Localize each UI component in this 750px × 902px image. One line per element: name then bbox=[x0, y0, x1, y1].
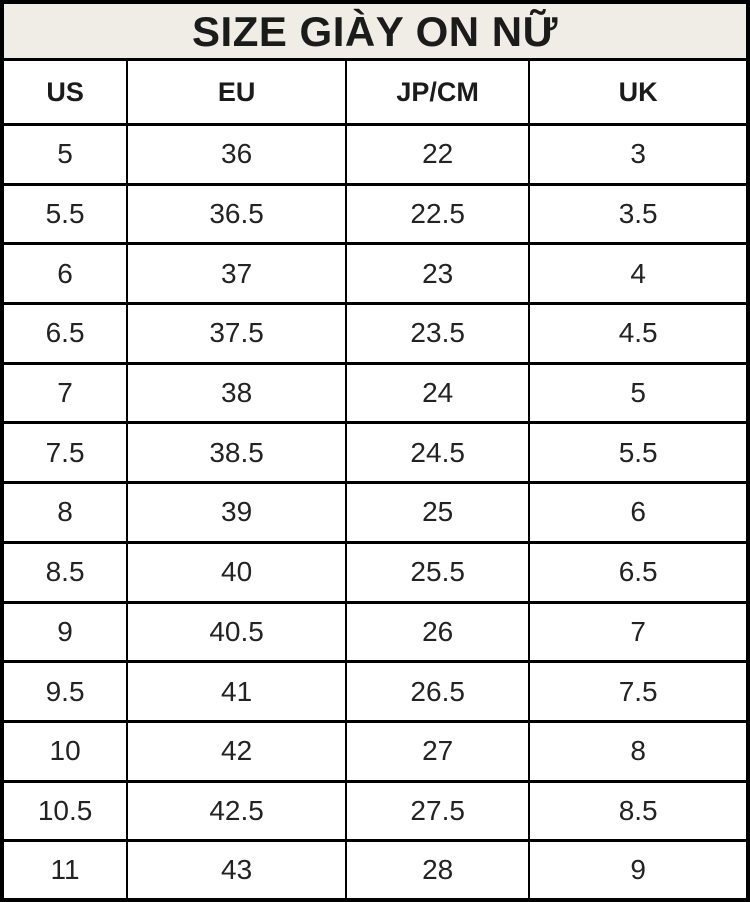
size-cell: 40 bbox=[126, 540, 348, 604]
size-cell: 22 bbox=[345, 123, 531, 186]
size-cell: 6 bbox=[528, 481, 746, 544]
table-row: 10.5 42.5 27.5 8.5 bbox=[4, 779, 746, 843]
size-cell: 5 bbox=[4, 123, 129, 186]
size-cell: 3 bbox=[528, 123, 746, 186]
size-cell: 7.5 bbox=[4, 421, 129, 485]
table-row: 5 36 22 3 bbox=[4, 123, 746, 186]
size-cell: 9 bbox=[528, 839, 746, 898]
table-row: 11 43 28 9 bbox=[4, 839, 746, 898]
size-cell: 10.5 bbox=[4, 779, 129, 843]
size-cell: 7 bbox=[528, 600, 746, 664]
table-body: 5 36 22 3 5.5 36.5 22.5 3.5 6 37 23 4 6.5 37.5 23.5 4.5… bbox=[4, 123, 746, 898]
size-cell: 8 bbox=[4, 481, 129, 544]
size-cell: 6.5 bbox=[4, 302, 129, 365]
size-cell: 6.5 bbox=[528, 540, 746, 604]
size-cell: 23 bbox=[345, 242, 531, 306]
size-cell: 8.5 bbox=[528, 779, 746, 843]
size-cell: 42 bbox=[126, 719, 348, 783]
chart-title-bar: SIZE GIÀY ON NỮ bbox=[4, 4, 746, 61]
size-cell: 5.5 bbox=[4, 182, 129, 246]
table-row: 6 37 23 4 bbox=[4, 242, 746, 306]
table-row: 10 42 27 8 bbox=[4, 719, 746, 783]
size-cell: 22.5 bbox=[345, 182, 531, 246]
table-row: 7.5 38.5 24.5 5.5 bbox=[4, 421, 746, 485]
size-cell: 38 bbox=[126, 361, 348, 425]
size-cell: 8 bbox=[528, 719, 746, 783]
size-cell: 8.5 bbox=[4, 540, 129, 604]
size-cell: 24 bbox=[345, 361, 531, 425]
size-cell: 4 bbox=[528, 242, 746, 306]
size-cell: 26.5 bbox=[345, 660, 531, 723]
size-cell: 24.5 bbox=[345, 421, 531, 485]
header-row: US EU JP/CM UK bbox=[4, 61, 746, 126]
page-title: SIZE GIÀY ON NỮ bbox=[192, 8, 558, 55]
size-cell: 37 bbox=[126, 242, 348, 306]
table-row: 7 38 24 5 bbox=[4, 361, 746, 425]
size-cell: 28 bbox=[345, 839, 531, 898]
size-cell: 9 bbox=[4, 600, 129, 664]
column-header-us: US bbox=[4, 61, 129, 126]
table-row: 8 39 25 6 bbox=[4, 481, 746, 544]
size-cell: 42.5 bbox=[126, 779, 348, 843]
size-cell: 7 bbox=[4, 361, 129, 425]
size-cell: 41 bbox=[126, 660, 348, 723]
column-header-uk: UK bbox=[528, 61, 746, 126]
size-cell: 9.5 bbox=[4, 660, 129, 723]
size-cell: 11 bbox=[4, 839, 129, 898]
size-cell: 25 bbox=[345, 481, 531, 544]
table-row: 9 40.5 26 7 bbox=[4, 600, 746, 664]
table-row: 5.5 36.5 22.5 3.5 bbox=[4, 182, 746, 246]
size-cell: 37.5 bbox=[126, 302, 348, 365]
size-cell: 4.5 bbox=[528, 302, 746, 365]
size-cell: 43 bbox=[126, 839, 348, 898]
size-cell: 25.5 bbox=[345, 540, 531, 604]
size-cell: 5.5 bbox=[528, 421, 746, 485]
size-cell: 38.5 bbox=[126, 421, 348, 485]
size-cell: 36 bbox=[126, 123, 348, 186]
size-cell: 7.5 bbox=[528, 660, 746, 723]
table-row: 6.5 37.5 23.5 4.5 bbox=[4, 302, 746, 365]
size-conversion-table: US EU JP/CM UK 5 36 22 3 5.5 36.5 22.5 3.5 6 37 23 4 6.… bbox=[4, 61, 746, 898]
column-header-jp-cm: JP/CM bbox=[345, 61, 531, 126]
size-cell: 6 bbox=[4, 242, 129, 306]
size-cell: 5 bbox=[528, 361, 746, 425]
size-cell: 39 bbox=[126, 481, 348, 544]
size-cell: 40.5 bbox=[126, 600, 348, 664]
size-cell: 10 bbox=[4, 719, 129, 783]
size-cell: 3.5 bbox=[528, 182, 746, 246]
table-row: 9.5 41 26.5 7.5 bbox=[4, 660, 746, 723]
size-cell: 27 bbox=[345, 719, 531, 783]
size-cell: 27.5 bbox=[345, 779, 531, 843]
size-cell: 26 bbox=[345, 600, 531, 664]
column-header-eu: EU bbox=[126, 61, 348, 126]
size-cell: 36.5 bbox=[126, 182, 348, 246]
size-cell: 23.5 bbox=[345, 302, 531, 365]
table-row: 8.5 40 25.5 6.5 bbox=[4, 540, 746, 604]
